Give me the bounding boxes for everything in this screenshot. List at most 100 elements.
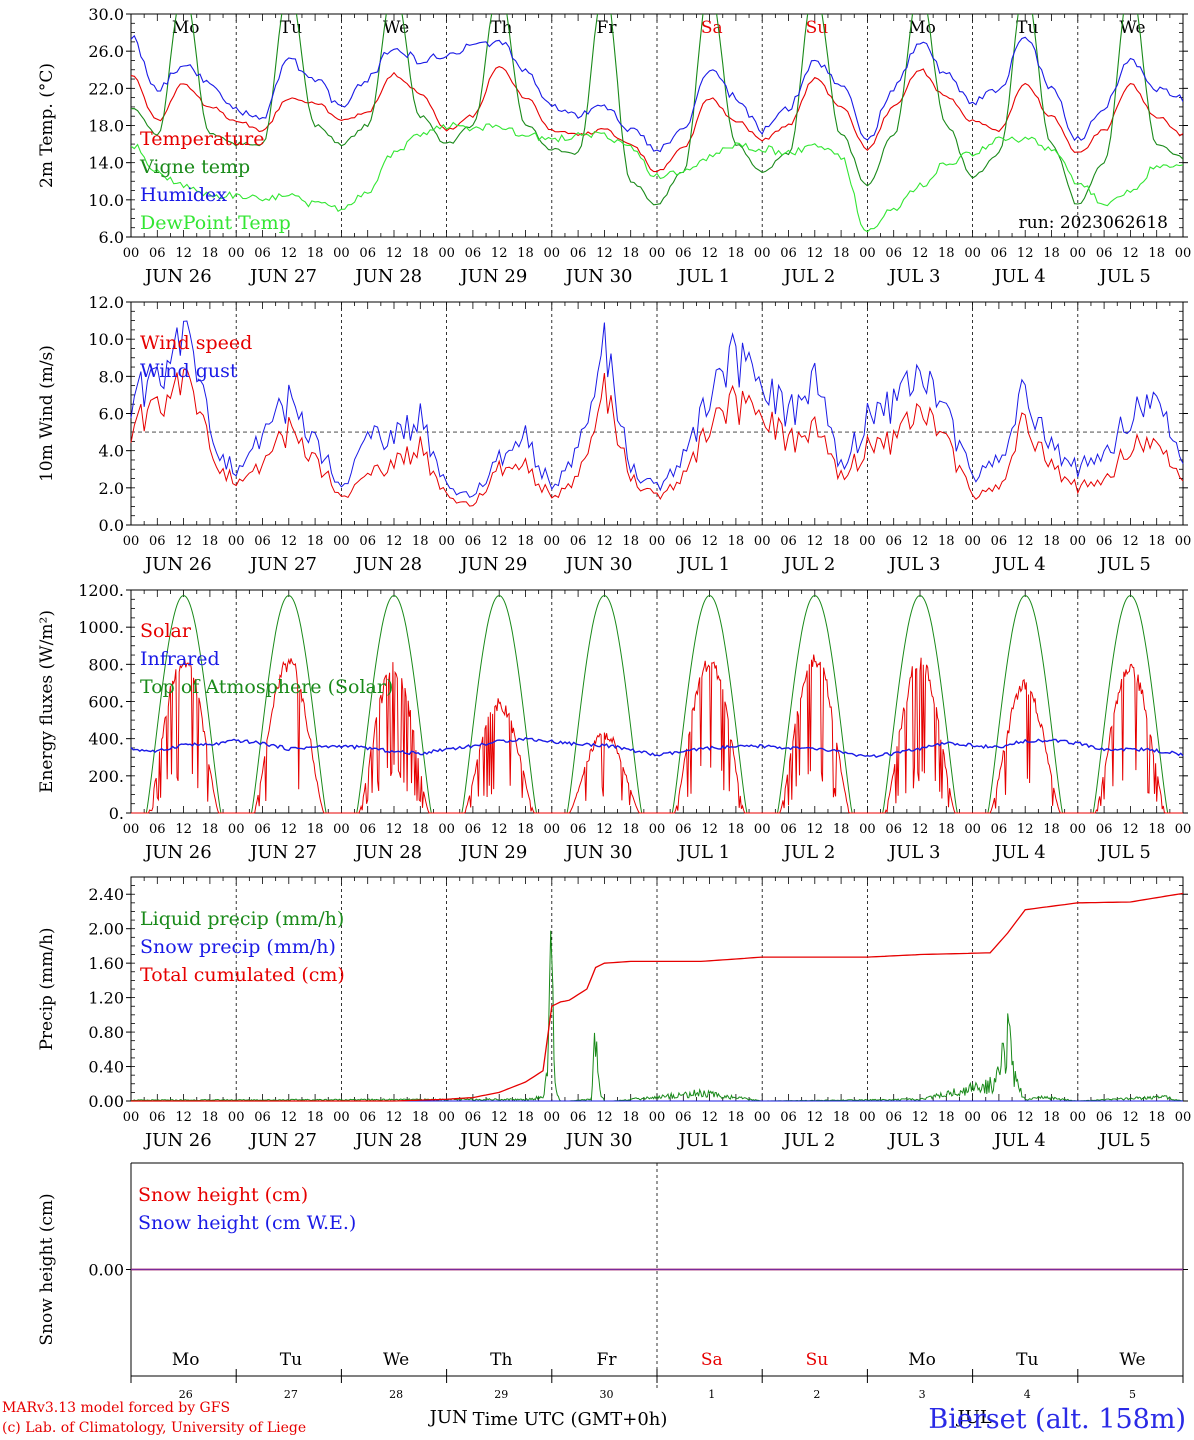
weekday-label: Mo bbox=[908, 1350, 936, 1370]
day-number-label: 29 bbox=[494, 1388, 508, 1401]
hour-tick-label: 12 bbox=[175, 1110, 192, 1125]
y-tick-label: 26.0 bbox=[88, 42, 124, 61]
hour-tick-label: 18 bbox=[412, 246, 429, 261]
hour-tick-label: 18 bbox=[622, 1110, 639, 1125]
legend-snow-height-cm-w-e-: Snow height (cm W.E.) bbox=[138, 1212, 356, 1234]
hour-tick-label: 12 bbox=[1017, 534, 1034, 549]
weekday-label: Fr bbox=[597, 1350, 618, 1370]
hour-tick-label: 00 bbox=[228, 534, 245, 549]
hour-tick-label: 00 bbox=[859, 246, 876, 261]
hour-tick-label: 12 bbox=[1122, 822, 1139, 837]
weekday-label: We bbox=[383, 1350, 409, 1370]
date-label: JUL 2 bbox=[782, 554, 836, 575]
panel-1-frame bbox=[130, 13, 1184, 238]
weekday-label: Su bbox=[806, 18, 829, 38]
hour-tick-label: 00 bbox=[333, 534, 350, 549]
hour-tick-label: 06 bbox=[254, 534, 271, 549]
hour-tick-label: 18 bbox=[202, 534, 219, 549]
hour-tick-label: 18 bbox=[833, 1110, 850, 1125]
hour-tick-label: 00 bbox=[438, 1110, 455, 1125]
hour-tick-label: 12 bbox=[491, 822, 508, 837]
day-number-label: 5 bbox=[1129, 1388, 1136, 1401]
hour-tick-label: 12 bbox=[281, 246, 298, 261]
hour-tick-label: 18 bbox=[938, 822, 955, 837]
day-number-label: 4 bbox=[1024, 1388, 1031, 1401]
hour-tick-label: 06 bbox=[991, 534, 1008, 549]
y-tick-label: 0.00 bbox=[88, 1261, 124, 1280]
hour-tick-label: 06 bbox=[570, 534, 587, 549]
weekday-label: Sa bbox=[701, 1350, 723, 1370]
weekday-label: Mo bbox=[908, 18, 936, 38]
date-label: JUN 28 bbox=[353, 266, 422, 287]
hour-tick-label: 12 bbox=[386, 822, 403, 837]
date-label: JUL 1 bbox=[677, 1130, 731, 1151]
hour-tick-label: 00 bbox=[544, 1110, 561, 1125]
hour-tick-label: 06 bbox=[359, 534, 376, 549]
date-label: JUN 28 bbox=[353, 842, 422, 863]
y-tick-label: 8.0 bbox=[99, 367, 124, 386]
y-tick-label: 2.00 bbox=[88, 920, 124, 939]
y-tick-label: 2.0 bbox=[99, 479, 124, 498]
hour-tick-label: 00 bbox=[1070, 1110, 1087, 1125]
y-tick-label: 6.0 bbox=[99, 405, 124, 424]
legend-infrared: Infrared bbox=[140, 648, 220, 670]
y-tick-label: 30.0 bbox=[88, 5, 124, 24]
y-tick-label: 0.40 bbox=[88, 1058, 124, 1077]
hour-tick-label: 00 bbox=[123, 246, 140, 261]
day-number-label: 1 bbox=[708, 1388, 715, 1401]
hour-tick-label: 12 bbox=[912, 246, 929, 261]
hour-tick-label: 06 bbox=[254, 822, 271, 837]
hour-tick-label: 12 bbox=[807, 1110, 824, 1125]
legend-wind-gust: Wind gust bbox=[140, 360, 238, 382]
hour-tick-label: 12 bbox=[175, 822, 192, 837]
series-total-cumulated-cm- bbox=[131, 892, 1184, 1102]
y-tick-label: 1200. bbox=[78, 581, 124, 600]
hour-tick-label: 00 bbox=[1175, 534, 1192, 549]
date-label: JUL 5 bbox=[1097, 1130, 1151, 1151]
day-number-label: 27 bbox=[284, 1388, 298, 1401]
hour-tick-label: 06 bbox=[359, 1110, 376, 1125]
hour-tick-label: 18 bbox=[412, 534, 429, 549]
hour-tick-label: 12 bbox=[701, 822, 718, 837]
hour-tick-label: 12 bbox=[1017, 1110, 1034, 1125]
hour-tick-label: 06 bbox=[570, 822, 587, 837]
y-axis-label: Energy fluxes (W/m²) bbox=[37, 610, 57, 793]
hour-tick-label: 06 bbox=[359, 246, 376, 261]
date-label: JUL 1 bbox=[677, 266, 731, 287]
y-tick-label: 1.20 bbox=[88, 989, 124, 1008]
series-wind-gust bbox=[130, 320, 1184, 498]
legend-temperature: Temperature bbox=[140, 128, 264, 150]
y-axis-label: Precip (mm/h) bbox=[37, 927, 57, 1050]
y-tick-label: 200. bbox=[88, 767, 124, 786]
y-axis-label: 2m Temp. (°C) bbox=[37, 63, 57, 188]
hour-tick-label: 12 bbox=[807, 246, 824, 261]
hour-tick-label: 00 bbox=[649, 246, 666, 261]
date-label: JUL 5 bbox=[1097, 554, 1151, 575]
hour-tick-label: 00 bbox=[1070, 534, 1087, 549]
hour-tick-label: 06 bbox=[1096, 1110, 1113, 1125]
hour-tick-label: 12 bbox=[1122, 1110, 1139, 1125]
date-label: JUN 29 bbox=[459, 266, 528, 287]
hour-tick-label: 12 bbox=[491, 534, 508, 549]
hour-tick-label: 00 bbox=[228, 1110, 245, 1125]
footer-model-text: MARv3.13 model forced by GFS bbox=[2, 1400, 231, 1416]
hour-tick-label: 12 bbox=[386, 534, 403, 549]
legend-top-of-atmosphere-solar-: Top of Atmosphere (Solar) bbox=[140, 676, 393, 698]
hour-tick-label: 18 bbox=[938, 246, 955, 261]
date-label: JUN 29 bbox=[459, 554, 528, 575]
hour-tick-label: 06 bbox=[1096, 822, 1113, 837]
hour-tick-label: 00 bbox=[1070, 822, 1087, 837]
hour-tick-label: 18 bbox=[307, 822, 324, 837]
date-label: JUN 29 bbox=[459, 842, 528, 863]
series-temperature bbox=[131, 66, 1183, 173]
hour-tick-label: 18 bbox=[728, 246, 745, 261]
hour-tick-label: 00 bbox=[649, 822, 666, 837]
date-label: JUN 27 bbox=[248, 1130, 317, 1151]
hour-tick-label: 18 bbox=[1043, 246, 1060, 261]
hour-tick-label: 12 bbox=[386, 1110, 403, 1125]
run-label: run: 2023062618 bbox=[1019, 213, 1168, 233]
day-number-label: 28 bbox=[389, 1388, 403, 1401]
panel-2-frame bbox=[130, 301, 1184, 526]
x-axis-label: Time UTC (GMT+0h) bbox=[473, 1409, 668, 1430]
